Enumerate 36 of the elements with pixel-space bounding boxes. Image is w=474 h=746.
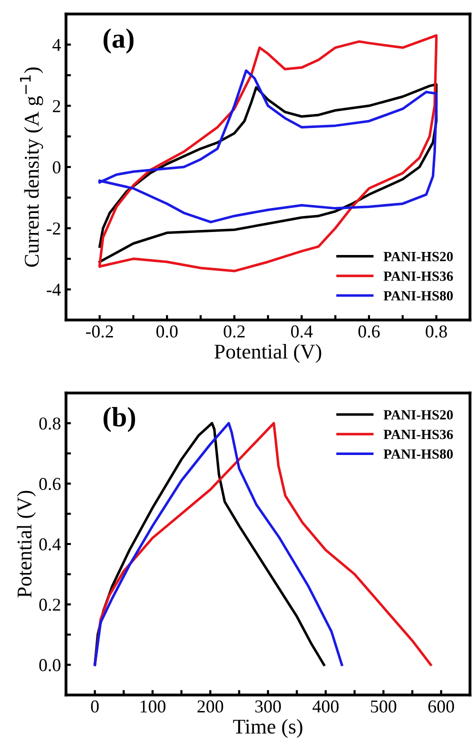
y-tick-label: 0.6 — [39, 478, 61, 490]
legend-label: PANI-HS36 — [384, 272, 453, 281]
legend-label: PANI-HS80 — [384, 291, 453, 301]
x-tick-label: 0.4 — [291, 325, 313, 338]
x-axis-title: Potential (V) — [214, 344, 322, 363]
annotation: (a) — [104, 28, 134, 54]
y-tick-label: -2 — [46, 222, 60, 234]
y-tick-label: 0.4 — [39, 538, 61, 551]
x-tick-label: 0 — [91, 700, 99, 713]
legend-label: PANI-HS36 — [384, 430, 453, 440]
annotation: (b) — [104, 406, 136, 432]
x-tick-label: 0.8 — [426, 325, 447, 338]
x-tick-label: -0.2 — [86, 325, 113, 338]
x-tick-label: 400 — [312, 700, 339, 713]
y-tick-label: 0.8 — [39, 417, 60, 430]
legend-label: PANI-HS20 — [384, 410, 453, 420]
x-tick-label: 600 — [428, 700, 454, 713]
x-tick-label: 200 — [198, 700, 224, 713]
x-tick-label: 500 — [370, 700, 396, 713]
x-tick-label: 0.2 — [224, 325, 245, 338]
x-axis-title: Time (s) — [233, 719, 302, 738]
legend-label: PANI-HS80 — [384, 449, 453, 459]
y-tick-label: 0.2 — [39, 598, 60, 611]
x-tick-label: 0.0 — [156, 325, 178, 338]
y-tick-label: -4 — [46, 284, 61, 296]
x-tick-label: 300 — [255, 700, 281, 713]
y-tick-label: 0.0 — [39, 659, 60, 672]
y-tick-label: 2 — [52, 100, 60, 112]
y-axis-title: Potential (V) — [16, 490, 36, 598]
y-axis-title: Current density (A g$^{−1}$) — [20, 67, 44, 267]
y-tick-label: 4 — [52, 38, 61, 51]
x-tick-label: 0.6 — [358, 325, 380, 338]
legend-label: PANI-HS20 — [384, 252, 453, 262]
x-tick-label: 100 — [140, 700, 166, 713]
line-series — [98, 69, 438, 224]
y-tick-label: 0 — [52, 161, 60, 174]
